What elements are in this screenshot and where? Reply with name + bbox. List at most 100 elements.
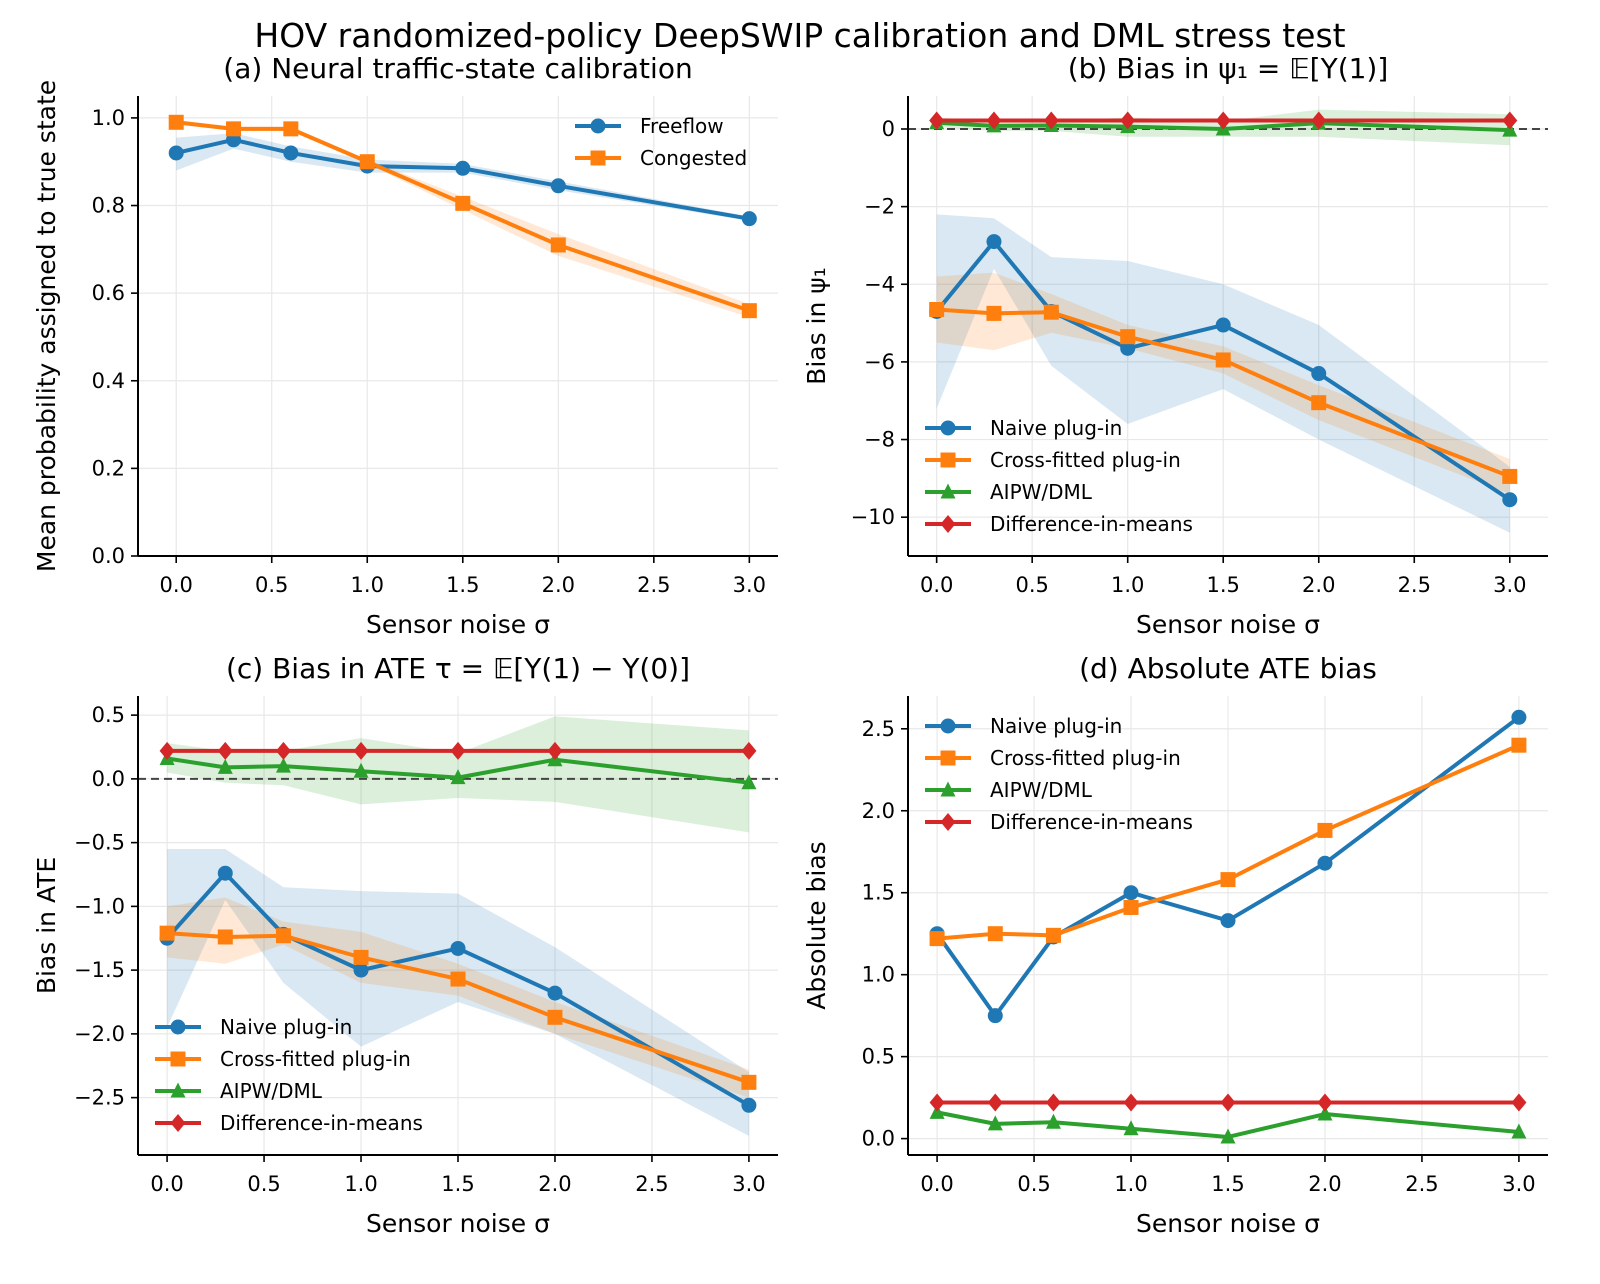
data-point xyxy=(986,305,1002,321)
band-congested xyxy=(176,120,750,318)
x-tick-label: 2.0 xyxy=(1302,573,1335,597)
legend-marker xyxy=(590,118,606,134)
x-tick-label: 0.5 xyxy=(1015,573,1048,597)
legend-item-crossfit: Cross-fitted plug-in xyxy=(925,448,1181,472)
legend-label: Cross-fitted plug-in xyxy=(990,746,1181,770)
legend-marker xyxy=(940,813,956,831)
data-point xyxy=(1123,1093,1139,1112)
y-tick-label: 0.5 xyxy=(92,703,125,727)
data-point xyxy=(986,234,1002,250)
y-tick-label: −8 xyxy=(864,428,895,452)
band-crossfit xyxy=(936,272,1510,494)
data-point xyxy=(1317,855,1333,871)
data-point xyxy=(741,1097,757,1113)
data-point xyxy=(168,114,184,130)
legend-item-dim: Difference-in-means xyxy=(925,810,1193,834)
data-point xyxy=(1120,329,1136,345)
data-point xyxy=(741,1074,757,1090)
x-tick-label: 2.0 xyxy=(1308,1172,1341,1196)
x-tick-label: 2.5 xyxy=(1405,1172,1438,1196)
data-point xyxy=(1120,111,1136,130)
data-point xyxy=(353,949,369,965)
legend-item-aipw: AIPW/DML xyxy=(925,480,1093,504)
data-point xyxy=(1311,366,1327,382)
x-axis-label: Sensor noise σ xyxy=(366,610,550,639)
data-point xyxy=(1120,340,1136,356)
data-point xyxy=(547,1009,563,1025)
panel-title: (a) Neural traffic-state calibration xyxy=(223,52,692,85)
x-tick-label: 0.0 xyxy=(160,573,193,597)
x-tick-label: 3.0 xyxy=(1493,573,1526,597)
data-point xyxy=(929,302,945,318)
legend-label: Cross-fitted plug-in xyxy=(990,448,1181,472)
data-point xyxy=(353,762,369,778)
x-tick-label: 1.5 xyxy=(441,1172,474,1196)
data-point xyxy=(217,929,233,945)
data-point xyxy=(1317,1093,1333,1112)
data-point xyxy=(986,111,1002,130)
data-point xyxy=(1311,111,1327,130)
data-point xyxy=(550,178,566,194)
legend-label: Cross-fitted plug-in xyxy=(220,1047,411,1071)
data-point xyxy=(1045,1113,1061,1129)
y-tick-label: 0 xyxy=(882,117,895,141)
y-tick-label: 2.0 xyxy=(862,799,895,823)
data-point xyxy=(987,1115,1003,1131)
legend-label: Difference-in-means xyxy=(220,1111,423,1135)
legend-marker xyxy=(170,1019,186,1035)
x-tick-label: 2.0 xyxy=(542,573,575,597)
series-dim xyxy=(929,111,1518,130)
data-point xyxy=(1045,1093,1061,1112)
x-axis-label: Sensor noise σ xyxy=(1136,610,1320,639)
data-point xyxy=(1215,111,1231,130)
y-axis-label: Bias in ATE xyxy=(32,857,61,994)
legend-marker xyxy=(940,750,956,766)
data-point xyxy=(1043,304,1059,320)
data-point xyxy=(1511,1123,1527,1139)
y-tick-label: 0.8 xyxy=(92,194,125,218)
band-naive xyxy=(936,214,1510,533)
legend-item-naive: Naive plug-in xyxy=(925,416,1122,440)
legend-item-freeflow: Freeflow xyxy=(575,114,724,138)
data-point xyxy=(929,1093,945,1112)
y-tick-label: 0.0 xyxy=(92,544,125,568)
x-tick-label: 2.0 xyxy=(538,1172,571,1196)
data-point xyxy=(1123,1120,1139,1136)
y-tick-label: 0.0 xyxy=(862,1127,895,1151)
legend-label: Difference-in-means xyxy=(990,512,1193,536)
data-point xyxy=(1511,709,1527,725)
y-tick-label: −4 xyxy=(864,272,895,296)
x-tick-label: 1.0 xyxy=(351,573,384,597)
series-naive xyxy=(159,865,757,1113)
y-tick-label: 0.0 xyxy=(92,767,125,791)
legend-label: AIPW/DML xyxy=(990,778,1093,802)
panel-title: (d) Absolute ATE bias xyxy=(1079,652,1377,685)
data-point xyxy=(1502,492,1518,508)
data-point xyxy=(217,758,233,774)
data-point xyxy=(741,303,757,319)
legend: Freeflow Congested xyxy=(575,114,747,170)
data-point xyxy=(226,121,242,137)
data-point xyxy=(929,111,945,130)
y-tick-label: −1.5 xyxy=(74,958,125,982)
y-tick-label: −0.5 xyxy=(74,831,125,855)
y-axis-label: Bias in ψ₁ xyxy=(802,267,831,385)
y-tick-label: −2.5 xyxy=(74,1086,125,1110)
legend-label: Freeflow xyxy=(640,114,724,138)
x-axis-label: Sensor noise σ xyxy=(366,1209,550,1238)
y-tick-label: 1.0 xyxy=(862,963,895,987)
data-point xyxy=(283,145,299,161)
series-aipw xyxy=(929,1103,1527,1144)
data-point xyxy=(1215,352,1231,368)
legend-label: AIPW/DML xyxy=(990,480,1093,504)
data-point xyxy=(741,211,757,227)
data-point xyxy=(1311,395,1327,411)
legend-label: Naive plug-in xyxy=(990,416,1122,440)
data-point xyxy=(359,154,375,170)
data-point xyxy=(159,741,175,760)
legend-label: AIPW/DML xyxy=(220,1079,323,1103)
legend-marker xyxy=(940,452,956,468)
y-axis-label: Mean probability assigned to true state xyxy=(32,80,61,572)
